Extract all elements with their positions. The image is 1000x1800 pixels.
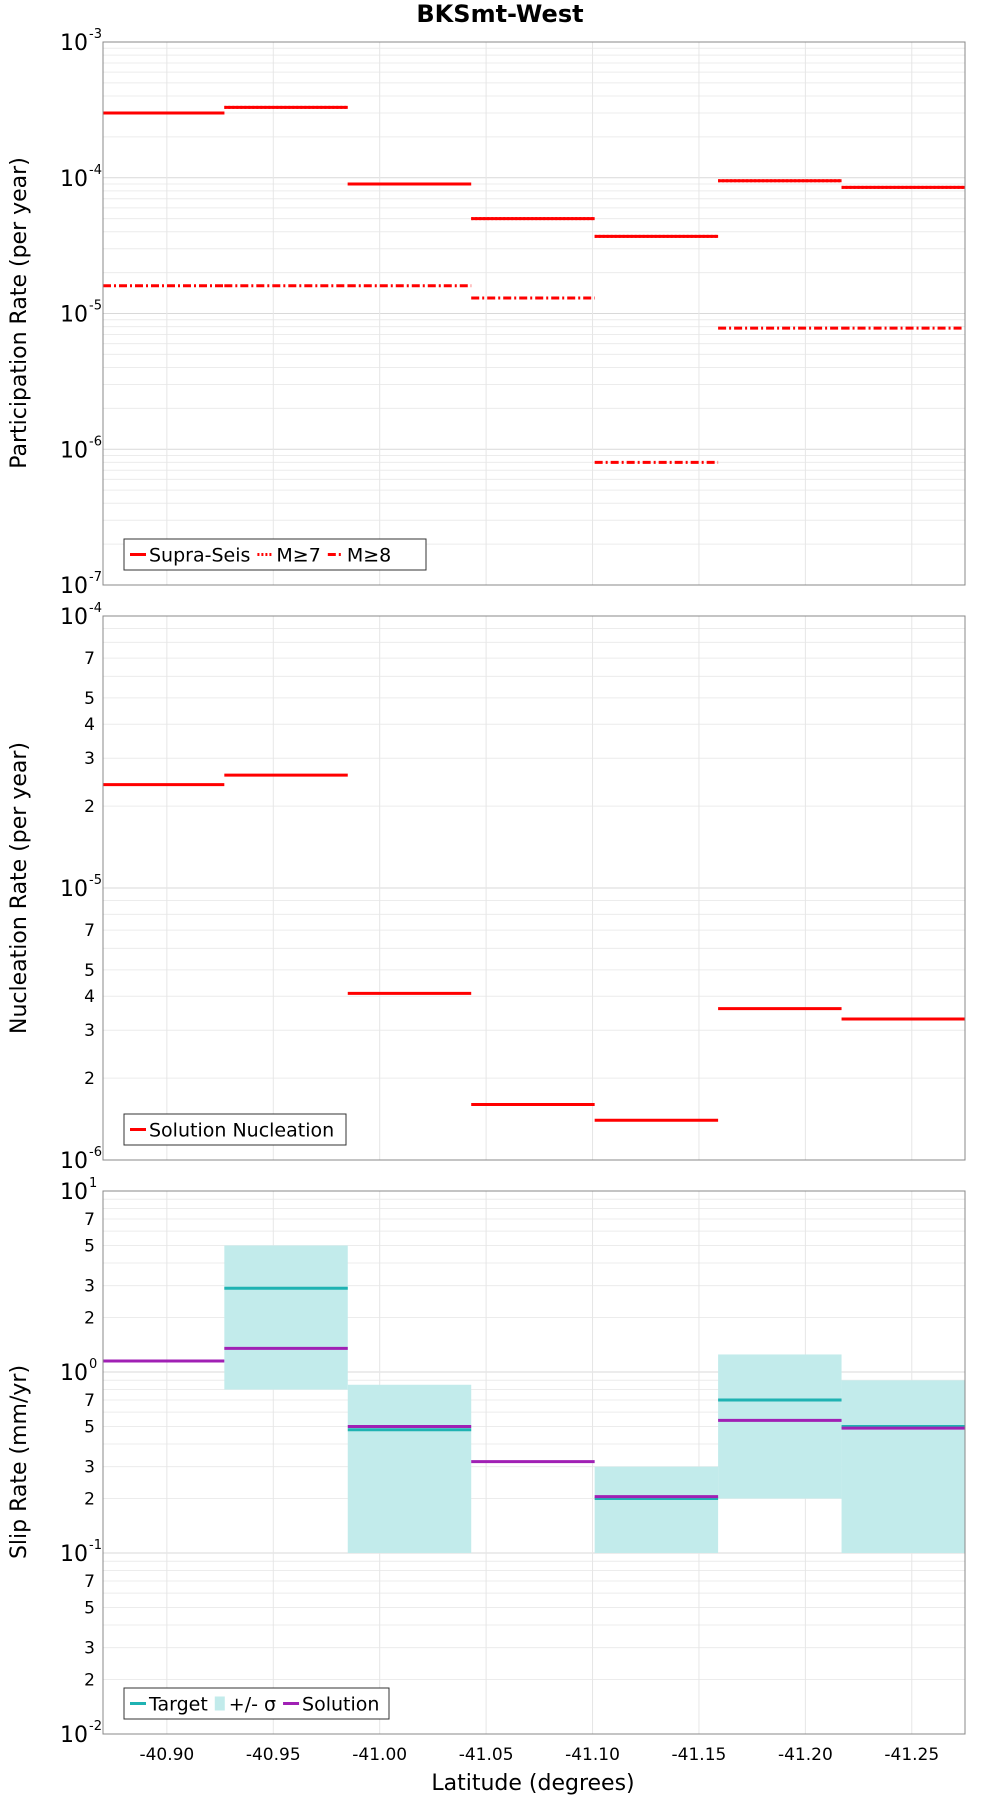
y-axis-label-slip-rate: Slip Rate (mm/yr) [7,1365,32,1559]
y-minor-tick-label: 7 [84,1391,95,1411]
x-axis-label: Latitude (degrees) [431,1771,634,1796]
y-minor-tick-label: 3 [84,1458,95,1478]
x-tick-label: -41.00 [352,1745,407,1765]
x-tick-label: -41.20 [778,1745,833,1765]
y-minor-tick-label: 2 [84,1490,95,1510]
y-tick-label: 10 [60,31,88,56]
y-tick-exponent: -3 [89,27,102,42]
y-tick-label: 10 [60,1361,88,1386]
legend-label: Solution [302,1694,379,1716]
y-tick-label: 10 [60,1723,88,1748]
legend-box [123,1687,390,1720]
legend-label: M≥7 [276,545,320,567]
sigma-band [841,1380,965,1553]
y-minor-tick-label: 5 [84,961,95,981]
x-tick-label: -40.95 [246,1745,301,1765]
legend: Supra-Seis M≥7 M≥8 [123,538,427,571]
y-tick-label: 10 [60,574,88,599]
sigma-band [594,1466,719,1553]
y-minor-tick-label: 5 [84,1417,95,1437]
x-tick-label: -41.05 [459,1745,514,1765]
y-minor-tick-label: 2 [84,797,95,817]
legend-box [123,538,427,571]
y-minor-tick-label: 4 [84,715,95,735]
legend-swatch-band [214,1696,225,1711]
y-minor-tick-label: 7 [84,921,95,941]
legend-label: M≥8 [347,545,391,567]
y-tick-label: 10 [60,877,88,902]
x-tick-label: -40.90 [139,1745,194,1765]
y-tick-exponent: -7 [89,570,102,585]
y-minor-tick-label: 2 [84,1309,95,1329]
y-axis-label-participation: Participation Rate (per year) [7,157,32,469]
y-minor-tick-label: 7 [84,1572,95,1592]
y-tick-label: 10 [60,438,88,463]
plot-frame [102,615,966,1161]
plot-frame [102,1190,966,1735]
y-minor-tick-label: 5 [84,1598,95,1618]
y-tick-exponent: 1 [89,1176,97,1191]
legend: Solution Nucleation [123,1113,347,1146]
y-tick-exponent: -2 [89,1719,102,1734]
x-tick-label: -41.15 [672,1745,727,1765]
y-minor-tick-label: 3 [84,1639,95,1659]
legend-box [123,1113,347,1146]
y-tick-exponent: -6 [89,1145,102,1160]
y-tick-exponent: -5 [89,299,102,314]
y-tick-exponent: -4 [89,601,102,616]
sigma-band [718,1354,842,1499]
sigma-band [224,1245,348,1390]
legend-label: Supra-Seis [149,545,250,567]
y-minor-tick-label: 5 [84,1236,95,1256]
chart-title: BKSmt-West [416,0,583,28]
x-axis-ticks: -40.90 -40.95 -41.00 -41.05 -41.10 -41.15 -41.… [139,1745,939,1765]
y-minor-tick-label: 3 [84,1277,95,1297]
y-tick-label: 10 [60,303,88,328]
y-minor-tick-label: 5 [84,689,95,709]
legend-label: +/- σ [229,1694,276,1716]
y-tick-exponent: -6 [89,434,102,449]
y-minor-tick-label: 7 [84,649,95,669]
y-tick-label: 10 [60,1542,88,1567]
x-tick-label: -41.25 [884,1745,939,1765]
y-tick-label: 10 [60,1180,88,1205]
legend: Target +/- σ Solution [123,1687,390,1720]
y-axis-label-nucleation: Nucleation Rate (per year) [7,742,32,1034]
x-tick-label: -41.10 [565,1745,620,1765]
y-tick-label: 10 [60,1149,88,1174]
y-minor-tick-label: 3 [84,749,95,769]
y-tick-exponent: -5 [89,873,102,888]
y-tick-label: 10 [60,167,88,192]
y-tick-exponent: 0 [89,1357,97,1372]
y-minor-tick-label: 2 [84,1671,95,1691]
sigma-band [347,1384,472,1553]
plot-frame [102,41,966,586]
legend-label: Solution Nucleation [149,1120,334,1142]
y-minor-tick-label: 7 [84,1210,95,1230]
y-tick-exponent: -1 [89,1538,102,1553]
y-tick-exponent: -4 [89,163,102,178]
y-tick-label: 10 [60,605,88,630]
y-minor-tick-label: 4 [84,987,95,1007]
y-minor-tick-label: 3 [84,1021,95,1041]
y-minor-tick-label: 2 [84,1069,95,1089]
legend-label: Target [148,1694,208,1716]
